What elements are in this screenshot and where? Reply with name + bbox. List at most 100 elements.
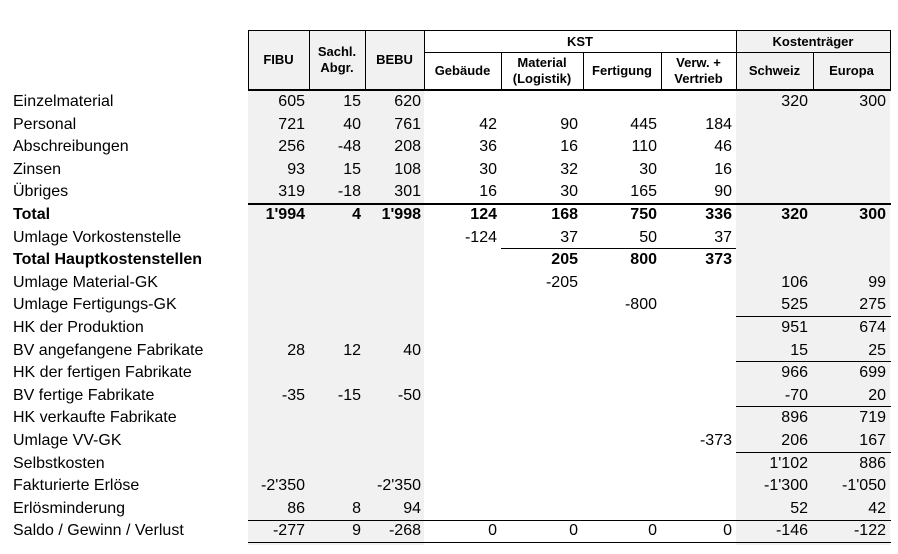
cell-europa: 99 <box>868 274 886 291</box>
cell-sachl: 15 <box>343 161 361 178</box>
cell-europa: 300 <box>859 93 886 110</box>
row-label: Selbstkosten <box>13 455 105 472</box>
row-label: Personal <box>13 116 77 133</box>
rule-above-saldo <box>248 520 891 521</box>
header-vline-10 <box>890 30 891 90</box>
header-vline-9 <box>813 52 814 90</box>
cell-gebaeude: 16 <box>479 183 497 200</box>
cell-fertigung: 750 <box>630 206 657 223</box>
cell-verw: 336 <box>705 206 732 223</box>
cell-bebu: 94 <box>403 500 421 517</box>
rule-kt-selbstkosten <box>736 452 891 453</box>
cell-bebu: 208 <box>394 138 421 155</box>
cell-bebu: 108 <box>394 161 421 178</box>
cell-verw: 16 <box>714 161 732 178</box>
bebu-column-shade <box>365 31 424 545</box>
cell-bebu: 620 <box>394 93 421 110</box>
row-label: Fakturierte Erlöse <box>13 477 140 494</box>
cell-material: 205 <box>551 251 578 268</box>
cell-sachl: -18 <box>337 183 361 200</box>
sachl-column-shade <box>309 31 365 545</box>
cell-fibu: -2'350 <box>261 477 305 494</box>
header-schweiz: Schweiz <box>748 62 801 78</box>
header-europa: Europa <box>829 62 874 78</box>
cell-bebu: -2'350 <box>377 477 421 494</box>
cell-fibu: 721 <box>278 116 305 133</box>
cell-fertigung: -800 <box>624 296 657 313</box>
cell-material: 0 <box>569 522 578 539</box>
cell-fertigung: 445 <box>630 116 657 133</box>
rule-below-saldo <box>248 542 891 543</box>
cell-schweiz: 320 <box>781 206 808 223</box>
header-fertigung: Fertigung <box>592 62 652 78</box>
fibu-column-shade <box>248 31 309 545</box>
cell-schweiz: 951 <box>781 319 808 336</box>
cell-gebaeude: 124 <box>470 206 497 223</box>
row-label: Abschreibungen <box>13 138 129 155</box>
header-sachl-abgr: Sachl. Abgr. <box>317 44 357 75</box>
cell-schweiz: 320 <box>781 93 808 110</box>
cell-material: 90 <box>560 116 578 133</box>
cell-sachl: 8 <box>352 500 361 517</box>
cell-bebu: 761 <box>394 116 421 133</box>
cell-schweiz: -1'300 <box>764 477 808 494</box>
row-label: HK der Produktion <box>13 319 144 336</box>
cell-gebaeude: 36 <box>479 138 497 155</box>
row-label: Umlage Vorkostenstelle <box>13 229 182 246</box>
cell-sachl: 15 <box>343 93 361 110</box>
cell-fibu: -35 <box>281 387 305 404</box>
cell-schweiz: 525 <box>781 296 808 313</box>
cell-europa: 20 <box>868 387 886 404</box>
cell-fertigung: 800 <box>630 251 657 268</box>
cell-europa: 719 <box>859 409 886 426</box>
header-group-divider <box>424 52 891 53</box>
cell-schweiz: 15 <box>790 342 808 359</box>
cell-schweiz: 1'102 <box>769 455 808 472</box>
cell-europa: 674 <box>859 319 886 336</box>
rule-kt-produktion <box>736 316 891 317</box>
header-material-logistik: Material (Logistik) <box>512 54 572 86</box>
cell-fertigung: 30 <box>639 161 657 178</box>
row-label: BV fertige Fabrikate <box>13 387 155 404</box>
cell-schweiz: 206 <box>781 432 808 449</box>
cell-fertigung: 165 <box>630 183 657 200</box>
rule-kst-under-vorkosten <box>501 248 736 249</box>
cell-verw: 0 <box>723 522 732 539</box>
cell-fibu: 86 <box>287 500 305 517</box>
header-top-border <box>248 30 891 31</box>
cell-europa: 25 <box>868 342 886 359</box>
cell-fertigung: 0 <box>648 522 657 539</box>
cell-schweiz: -146 <box>775 522 808 539</box>
cell-bebu: -268 <box>388 522 421 539</box>
cell-europa: 886 <box>859 455 886 472</box>
row-label: Umlage Fertigungs-GK <box>13 296 177 313</box>
header-bebu: BEBU <box>376 52 413 67</box>
cell-gebaeude: 42 <box>479 116 497 133</box>
cell-material: 168 <box>551 206 578 223</box>
cell-bebu: -50 <box>397 387 421 404</box>
header-vline-7 <box>661 52 662 90</box>
cell-sachl: 12 <box>343 342 361 359</box>
cell-verw: 46 <box>714 138 732 155</box>
header-kostentraeger-group: Kostenträger <box>772 33 854 49</box>
rule-above-total <box>248 203 891 205</box>
header-vline-6 <box>583 52 584 90</box>
cell-schweiz: -70 <box>784 387 808 404</box>
cell-europa: 275 <box>859 296 886 313</box>
cell-sachl: 40 <box>343 116 361 133</box>
cell-sachl: -15 <box>337 387 361 404</box>
cell-fibu: 93 <box>287 161 305 178</box>
cell-material: 16 <box>560 138 578 155</box>
header-vline-3 <box>365 30 366 90</box>
cell-material: 32 <box>560 161 578 178</box>
header-vline-4 <box>424 30 425 90</box>
cell-verw: -373 <box>699 432 732 449</box>
header-bottom-border <box>248 89 891 91</box>
cell-material: 37 <box>560 229 578 246</box>
cell-sachl: 9 <box>352 522 361 539</box>
header-verw-vertrieb: Verw. + Vertrieb <box>674 54 723 86</box>
cell-material: 30 <box>560 183 578 200</box>
cell-fertigung: 110 <box>631 138 657 155</box>
header-kst-group: KST <box>567 33 593 49</box>
